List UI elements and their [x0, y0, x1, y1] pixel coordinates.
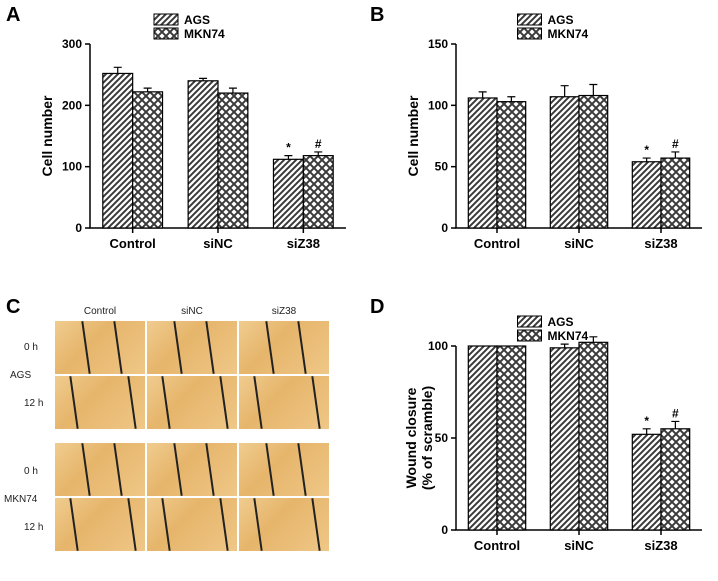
svg-text:MKN74: MKN74: [184, 27, 225, 41]
microscopy-image: [146, 375, 238, 430]
chart-a: 0 100 200 300 Control siNC siZ38 * # Cell number A…: [34, 8, 354, 268]
svg-text:siZ38: siZ38: [644, 236, 677, 251]
svg-text:Control: Control: [474, 236, 520, 251]
col-title: siNC: [146, 306, 238, 317]
svg-text:Control: Control: [110, 236, 156, 251]
svg-text:300: 300: [62, 37, 82, 51]
svg-text:siZ38: siZ38: [644, 538, 677, 553]
svg-text:AGS: AGS: [184, 13, 210, 27]
time-label: 0 h: [24, 466, 38, 477]
svg-text:siZ38: siZ38: [287, 236, 320, 251]
microscopy-image: [146, 442, 238, 497]
time-label: 0 h: [24, 342, 38, 353]
panel-c-images: Control siNC siZ38 0 h AGS 12 h 0 h MKN7…: [54, 320, 330, 552]
chart-b: 0 50 100 150 Control siNC siZ38 * # Cell number AG…: [400, 8, 710, 268]
microscopy-image: [238, 442, 330, 497]
time-label: 12 h: [24, 398, 43, 409]
svg-text:#: #: [315, 137, 322, 151]
svg-text:AGS: AGS: [548, 13, 574, 27]
svg-text:Control: Control: [474, 538, 520, 553]
svg-text:100: 100: [428, 98, 448, 112]
col-title: Control: [54, 306, 146, 317]
chart-d: 0 50 100 Control siNC siZ38 * # Wound closure(% …: [400, 310, 710, 570]
svg-text:200: 200: [62, 98, 82, 112]
panel-label-d: D: [370, 296, 384, 319]
svg-text:Wound closure: Wound closure: [403, 387, 419, 488]
panel-label-b: B: [370, 4, 384, 27]
microscopy-image: [54, 497, 146, 552]
panel-label-a: A: [6, 4, 20, 27]
svg-text:Cell number: Cell number: [39, 95, 55, 176]
col-title: siZ38: [238, 306, 330, 317]
svg-text:0: 0: [75, 221, 82, 235]
microscopy-image: [146, 497, 238, 552]
microscopy-image: [54, 442, 146, 497]
svg-text:Cell number: Cell number: [405, 95, 421, 176]
svg-text:50: 50: [435, 160, 449, 174]
microscopy-image: [238, 375, 330, 430]
microscopy-image: [238, 320, 330, 375]
svg-text:*: *: [644, 414, 649, 428]
svg-text:*: *: [644, 143, 649, 157]
svg-text:0: 0: [441, 221, 448, 235]
svg-text:MKN74: MKN74: [548, 27, 589, 41]
svg-text:*: *: [286, 141, 291, 155]
svg-text:0: 0: [441, 523, 448, 537]
svg-text:#: #: [672, 137, 679, 151]
svg-text:100: 100: [428, 339, 448, 353]
svg-text:(% of scramble): (% of scramble): [419, 386, 435, 490]
microscopy-image: [146, 320, 238, 375]
svg-text:50: 50: [435, 431, 449, 445]
time-label: 12 h: [24, 522, 43, 533]
cell-line-label: MKN74: [4, 494, 37, 505]
svg-text:siNC: siNC: [564, 538, 594, 553]
microscopy-image: [238, 497, 330, 552]
svg-text:AGS: AGS: [548, 315, 574, 329]
svg-text:#: #: [672, 406, 679, 420]
svg-text:siNC: siNC: [203, 236, 233, 251]
cell-line-label: AGS: [10, 370, 31, 381]
microscopy-image: [54, 375, 146, 430]
microscopy-image: [54, 320, 146, 375]
svg-text:100: 100: [62, 160, 82, 174]
panel-label-c: C: [6, 296, 20, 319]
svg-text:150: 150: [428, 37, 448, 51]
svg-text:siNC: siNC: [564, 236, 594, 251]
svg-text:MKN74: MKN74: [548, 329, 589, 343]
